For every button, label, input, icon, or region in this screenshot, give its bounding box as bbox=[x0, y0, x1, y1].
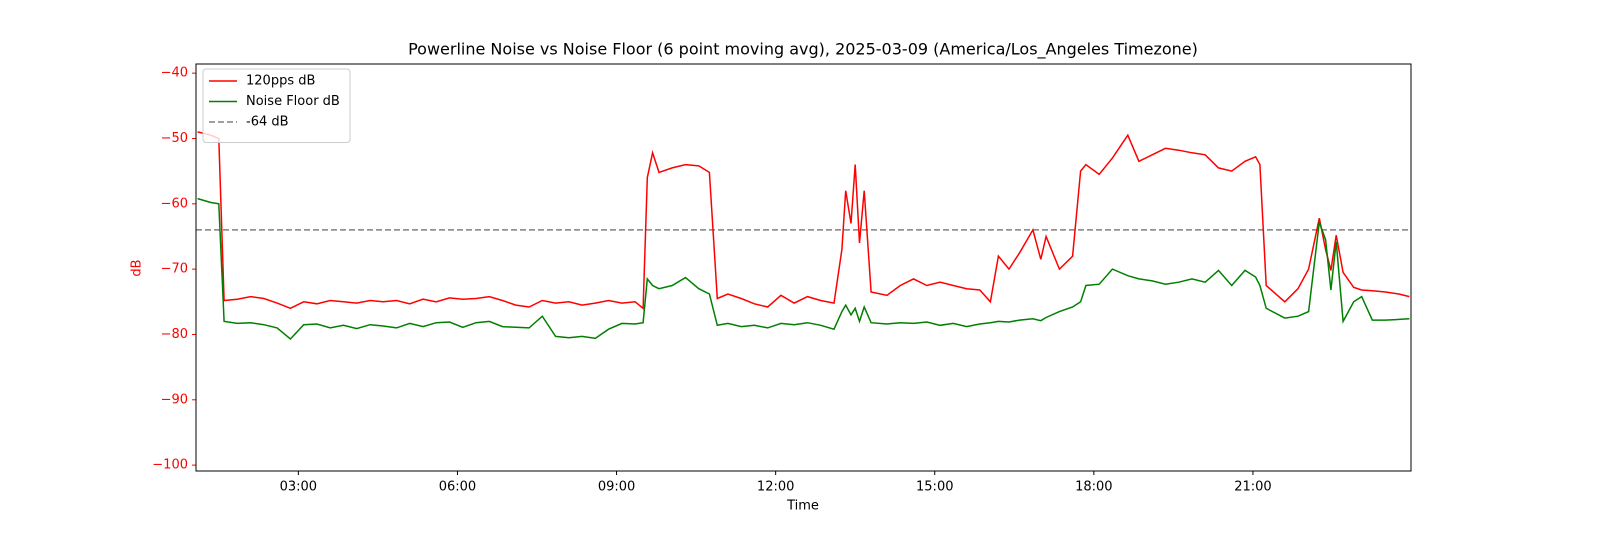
y-tick-label: −70 bbox=[161, 262, 188, 277]
x-tick-label: 12:00 bbox=[757, 480, 794, 495]
y-tick-label: −100 bbox=[152, 458, 188, 473]
x-tick-label: 06:00 bbox=[439, 480, 476, 495]
legend-box bbox=[202, 68, 351, 143]
y-tick-label: −90 bbox=[161, 392, 188, 407]
x-tick-label: 09:00 bbox=[598, 480, 635, 495]
x-tick-label: 03:00 bbox=[280, 480, 317, 495]
legend-label: Noise Floor dB bbox=[246, 94, 340, 109]
y-axis-label: dB bbox=[130, 259, 145, 276]
y-tick-label: −80 bbox=[161, 327, 188, 342]
series-line bbox=[197, 131, 1410, 310]
x-tick-label: 21:00 bbox=[1234, 480, 1271, 495]
y-tick-label: −60 bbox=[161, 196, 188, 211]
legend-label: 120pps dB bbox=[246, 74, 315, 89]
chart-title: Powerline Noise vs Noise Floor (6 point … bbox=[408, 40, 1198, 60]
legend-label: -64 dB bbox=[246, 115, 289, 130]
plot-frame bbox=[195, 63, 1412, 472]
x-axis-label: Time bbox=[786, 499, 819, 514]
y-tick-label: −50 bbox=[161, 131, 188, 146]
x-tick-label: 15:00 bbox=[916, 480, 953, 495]
x-tick-label: 18:00 bbox=[1075, 480, 1112, 495]
y-tick-label: −40 bbox=[161, 66, 188, 81]
series-line bbox=[197, 197, 1410, 341]
